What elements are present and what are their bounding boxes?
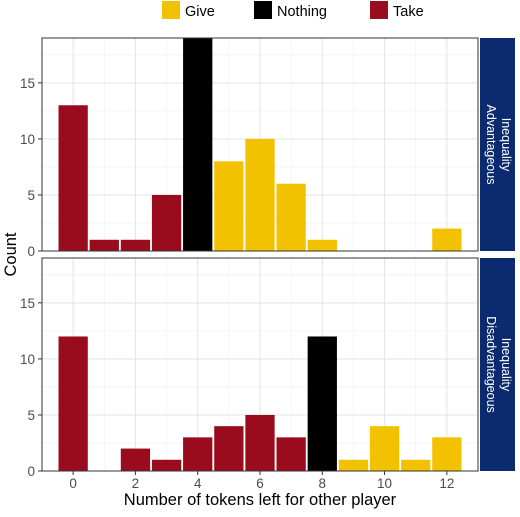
x-tick-label: 4	[194, 476, 202, 491]
panel-2-bar-nothing	[307, 336, 337, 471]
x-tick-label: 12	[439, 476, 454, 491]
panel-1-strip	[480, 38, 515, 251]
panel-2-bar-take	[151, 459, 182, 471]
panel-2-bar-take	[120, 448, 151, 471]
legend-swatch-take	[370, 1, 388, 19]
x-tick-label: 0	[69, 476, 77, 491]
panel-2-bar-take	[183, 437, 213, 471]
panel-1-bar-give	[245, 138, 275, 251]
panel-2-y-tick-label: 0	[27, 464, 35, 479]
legend-swatch-give	[162, 1, 180, 19]
panel-2-y-tick-label: 10	[20, 352, 35, 367]
legend-swatch-nothing	[254, 1, 272, 19]
panel-1-bar-take	[120, 239, 151, 251]
x-tick-label: 2	[132, 476, 140, 491]
panel-2-bar-give	[369, 426, 400, 471]
panel-1-bar-give	[276, 183, 306, 251]
legend-label-take: Take	[393, 4, 424, 20]
x-axis-title: Number of tokens left for other player	[124, 491, 397, 509]
panel-1-bar-give	[432, 228, 462, 251]
panel-2-bar-take	[58, 336, 88, 471]
panel-2-y-tick-label: 5	[27, 408, 35, 423]
panel-1-y-tick-label: 10	[20, 132, 35, 147]
panel-1-strip-label-line2: Inequality	[499, 118, 513, 172]
x-tick-label: 10	[377, 476, 392, 491]
panel-2-bar-give	[338, 459, 369, 471]
panel-1-bar-take	[151, 194, 182, 251]
panel-2-strip-label-line1: Disadvantageous	[484, 316, 498, 413]
panel-1-bar-nothing	[183, 38, 213, 251]
panel-1-border	[41, 37, 479, 252]
panel-2-bar-give	[432, 437, 462, 471]
panel-1-y-tick-label: 15	[20, 76, 35, 91]
y-axis-title: Count	[2, 232, 20, 276]
panel-2-bar-take	[245, 414, 275, 471]
panel-2-strip-label-line2: Inequality	[499, 338, 513, 392]
panel-1-bar-give	[214, 161, 244, 251]
panel-2-y-tick-label: 15	[20, 296, 35, 311]
panel-2-bar-take	[214, 426, 244, 471]
panel-1-y-tick-label: 5	[27, 188, 35, 203]
panel-1-strip-label-line1: Advantageous	[484, 105, 498, 185]
panel-1-bar-take	[58, 105, 88, 252]
panel-1-y-tick-label: 0	[27, 244, 35, 259]
panel-1-bar-give	[307, 239, 337, 251]
panel-2-bar-give	[401, 459, 431, 471]
legend-label-give: Give	[185, 4, 215, 20]
panel-1-bar-take	[89, 239, 119, 251]
legend-label-nothing: Nothing	[277, 4, 327, 20]
panel-2-bar-take	[276, 437, 306, 471]
x-tick-label: 8	[319, 476, 327, 491]
panel-2-strip	[480, 258, 515, 471]
x-tick-label: 6	[256, 476, 264, 491]
